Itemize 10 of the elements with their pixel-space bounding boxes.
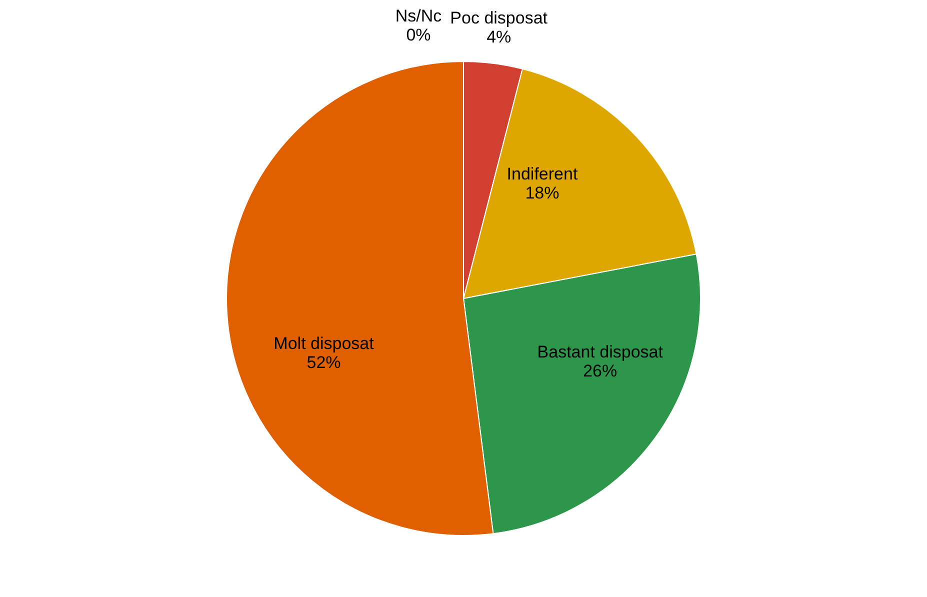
slice-label: Indiferent <box>506 164 578 184</box>
data-label: 26% <box>583 362 618 381</box>
slice-label: Bastant disposat <box>537 342 664 362</box>
text: 0% <box>406 26 431 44</box>
data-label: 52% <box>306 352 341 372</box>
data-label: 18% <box>525 183 560 202</box>
slice-label: Molt disposat <box>274 334 374 353</box>
data-label: 4% <box>486 28 512 47</box>
slice-label: Poc disposat <box>450 8 548 28</box>
category-label: Ns/Nc <box>395 6 442 26</box>
